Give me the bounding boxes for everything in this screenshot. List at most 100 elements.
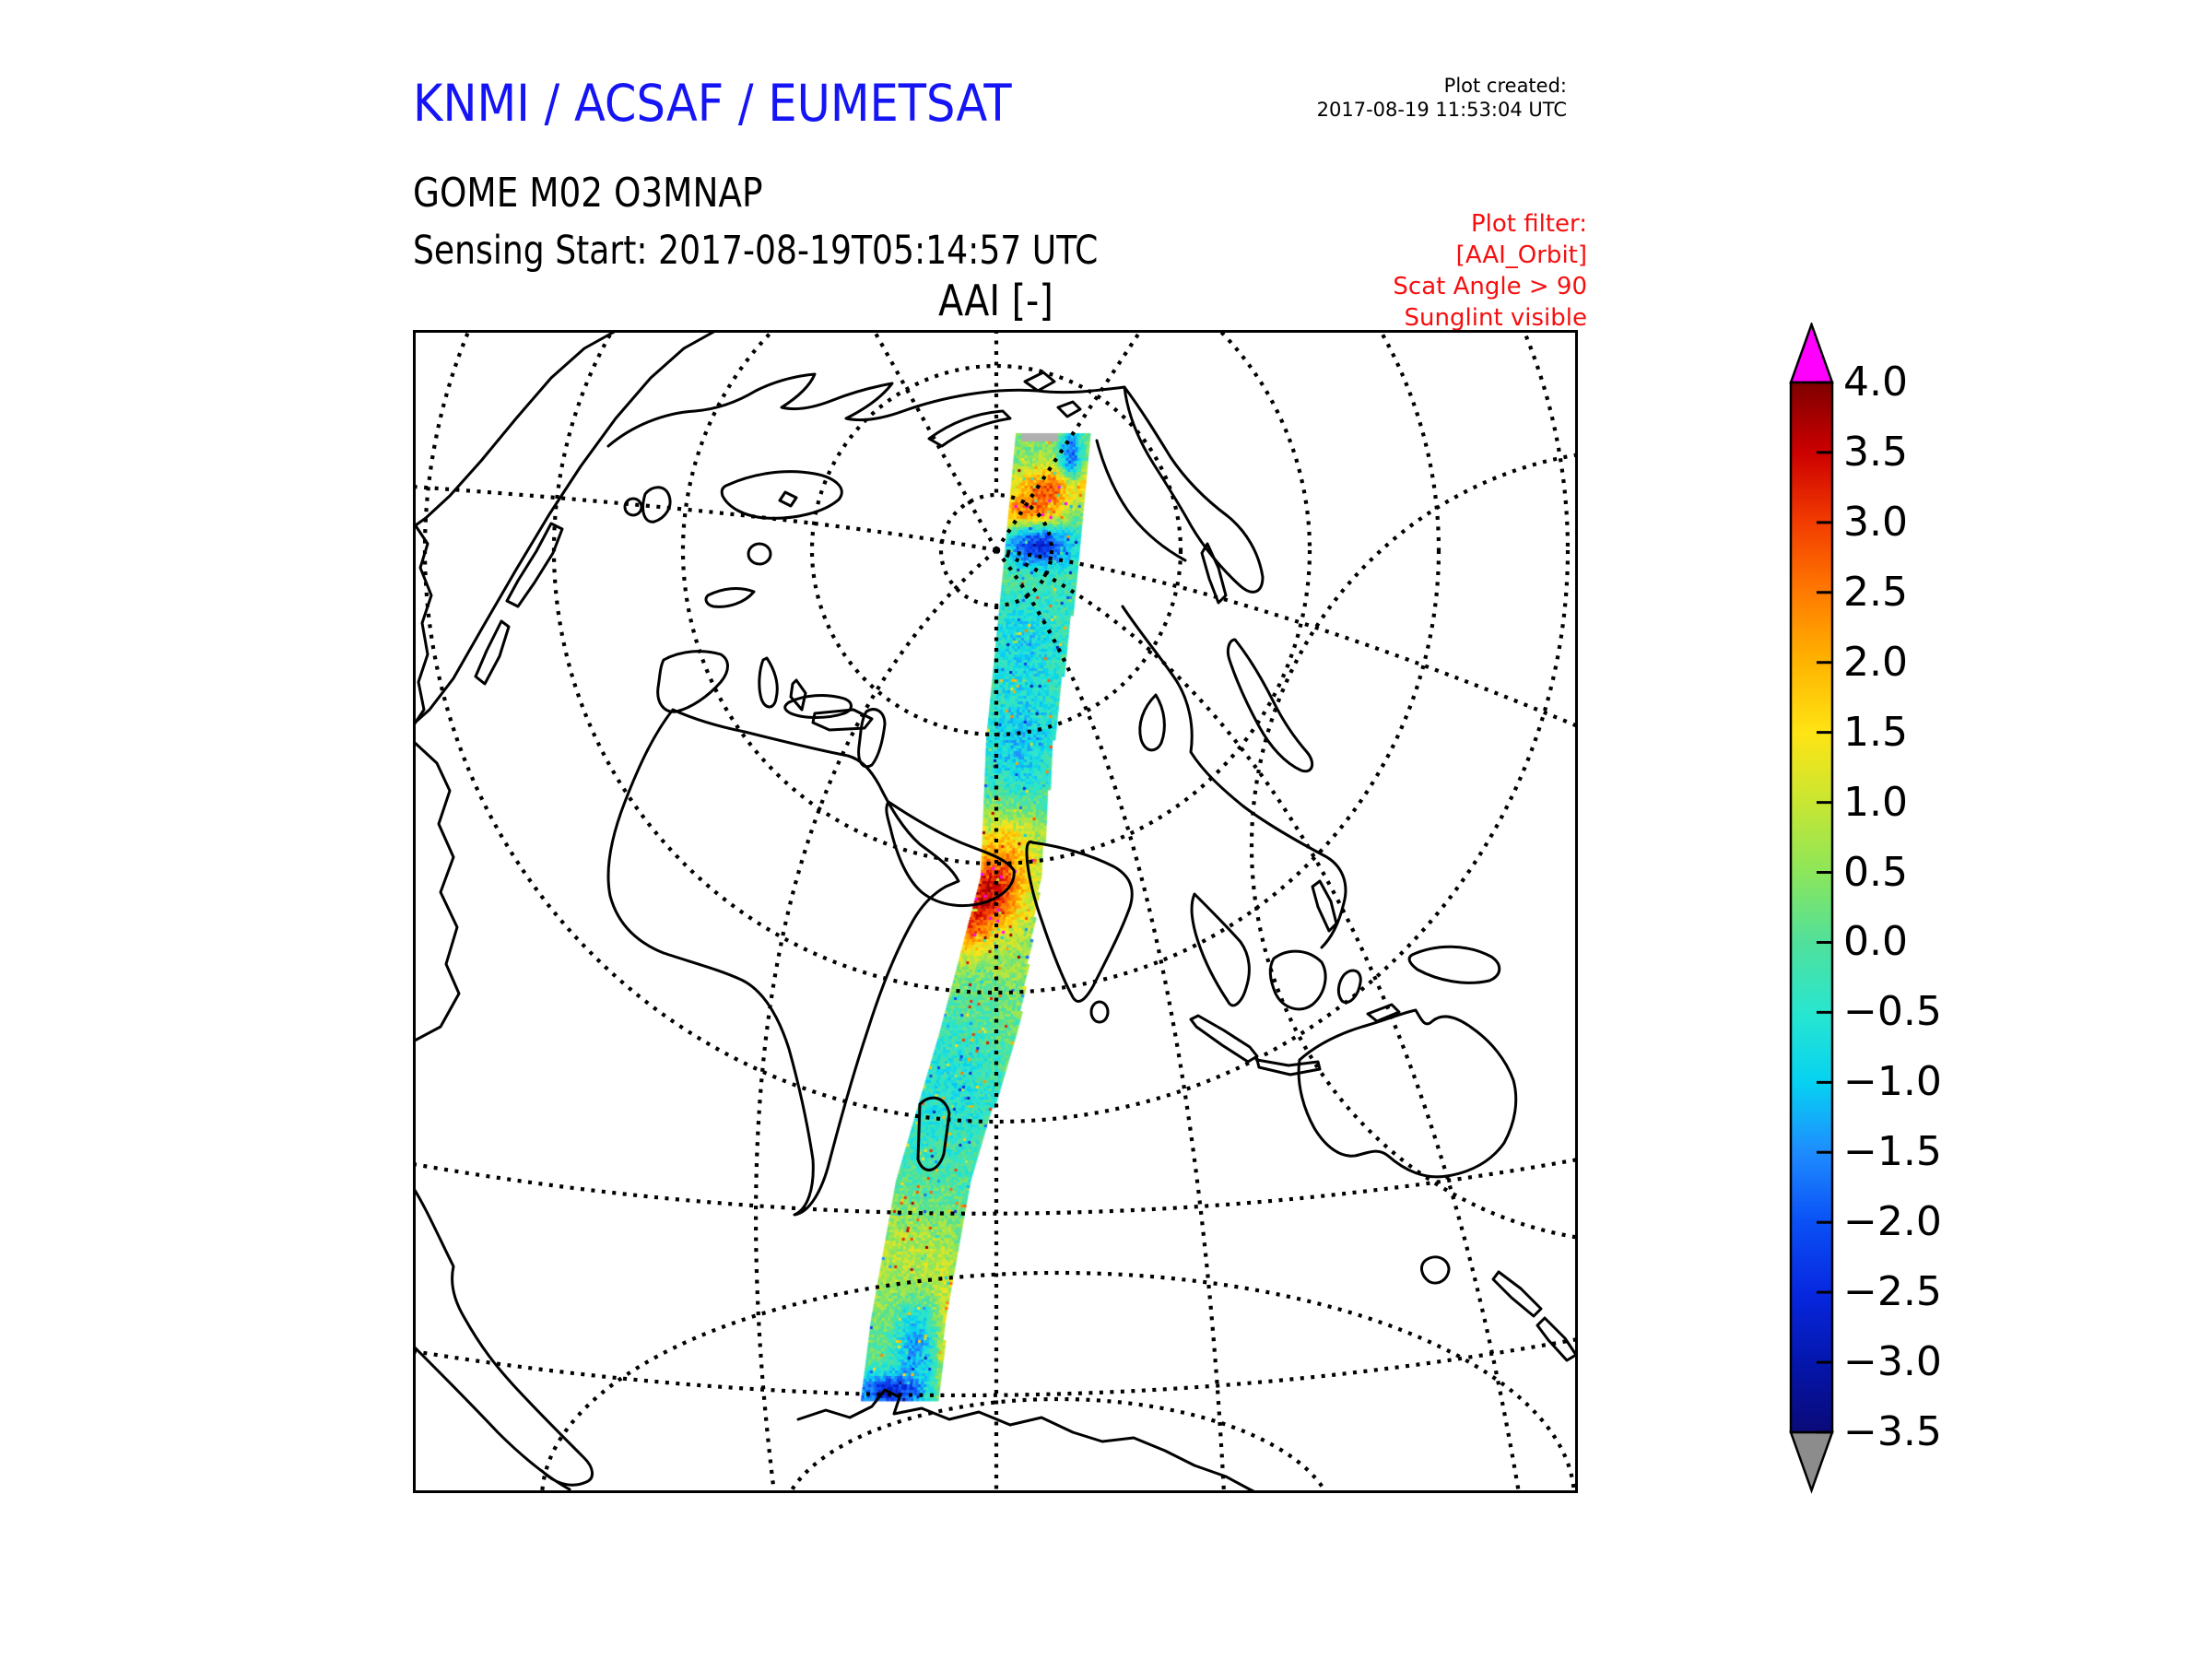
filter-line: [AAI_Orbit] xyxy=(1455,241,1587,269)
coastline-caspian-sea xyxy=(857,708,887,769)
coastline-ireland xyxy=(623,497,643,517)
coastline-arctic-isle-1 xyxy=(1023,371,1056,393)
coastline-denmark xyxy=(704,587,756,608)
graticule-meridian xyxy=(995,548,1522,1493)
filter-line: Plot filter: xyxy=(1470,210,1587,238)
colorbar-tick-label: 1.0 xyxy=(1843,778,1908,826)
graticule-meridian xyxy=(872,330,998,552)
coastline-greenland-coast-a xyxy=(413,330,619,529)
colorbar-tick-label: 0.5 xyxy=(1843,848,1908,896)
coastline-sri-lanka xyxy=(1089,1000,1110,1024)
graticule-parallel-south xyxy=(540,1270,1576,1493)
colorbar xyxy=(1789,323,1834,1494)
graticule-meridian xyxy=(413,484,997,553)
graticule-meridian xyxy=(995,547,1578,728)
coastline-siberia-coast xyxy=(1095,439,1187,562)
plot-filter-block: Plot filter: [AAI_Orbit] Scat Angle > 90… xyxy=(1126,208,1587,334)
colorbar-tick-label: −0.5 xyxy=(1843,988,1942,1036)
plot-created-timestamp: 2017-08-19 11:53:04 UTC xyxy=(1316,99,1567,121)
graticule-parallel xyxy=(681,330,1312,865)
coastline-korea xyxy=(1138,693,1166,752)
coastline-india xyxy=(1025,841,1134,1003)
orbit-swath-canvas xyxy=(413,330,1578,1493)
coastline-arctic-coast xyxy=(606,372,1126,448)
colorbar-tick-label: 2.5 xyxy=(1843,568,1908,616)
map-frame xyxy=(413,330,1578,1493)
coastline-arctic-isle-2 xyxy=(1056,400,1082,418)
sensing-start: Sensing Start: 2017-08-19T05:14:57 UTC xyxy=(413,228,1099,274)
colorbar-gradient-bar xyxy=(1789,381,1834,1434)
colorbar-tick-label: −2.0 xyxy=(1843,1198,1942,1246)
colorbar-tick-label: −3.5 xyxy=(1843,1408,1942,1455)
graticule xyxy=(413,330,1578,1493)
coastline-new-zealand-north xyxy=(1491,1270,1543,1318)
coastline-arctic-island-a xyxy=(505,522,564,608)
filter-line: Scat Angle > 90 xyxy=(1393,273,1587,300)
colorbar-tick-label: 4.0 xyxy=(1843,359,1908,406)
colorbar-tick-label: 3.5 xyxy=(1843,428,1908,476)
coastline-africa xyxy=(606,708,960,1217)
coastline-sakhalin xyxy=(1200,542,1228,605)
coastline-britain xyxy=(641,486,672,524)
coastline-japan xyxy=(1226,638,1314,773)
coastline-antarctica xyxy=(796,1388,1259,1493)
colorbar-tick-label: −2.5 xyxy=(1843,1268,1942,1316)
colorbar-under-arrow xyxy=(1789,1430,1834,1494)
coastline-lake-ladoga xyxy=(747,542,772,566)
coastline-sumatra xyxy=(1189,1014,1259,1064)
coastline-baltic-sea xyxy=(720,470,843,520)
coastline-arctic-island-b xyxy=(474,619,511,686)
colorbar-tick-label: 0.0 xyxy=(1843,918,1908,966)
coastline-new-zealand-south xyxy=(1535,1316,1578,1362)
coastline-timor xyxy=(1366,1003,1401,1023)
coastline-anatolia xyxy=(811,708,874,732)
coastline-italy xyxy=(758,656,779,709)
coastline-left-coast-upper xyxy=(413,520,433,728)
coastline-greece xyxy=(789,678,807,712)
coastline-south-america-east xyxy=(413,1185,594,1487)
coastline-java xyxy=(1255,1058,1322,1077)
colorbar-tick-label: −1.5 xyxy=(1843,1128,1942,1176)
graticule-meridian xyxy=(413,1336,1578,1398)
coastline-gotland xyxy=(778,490,798,508)
colorbar-tick-label: 1.5 xyxy=(1843,708,1908,756)
coastline-borneo xyxy=(1268,949,1327,1011)
coastlines xyxy=(413,330,1578,1493)
colorbar-over-arrow xyxy=(1789,323,1834,384)
coastline-novaya-zemlya xyxy=(927,409,1012,448)
coastline-new-guinea xyxy=(1407,945,1501,984)
colorbar-tick-label: 3.0 xyxy=(1843,498,1908,546)
coastline-tasmania xyxy=(1420,1255,1451,1285)
coastline-madagascar xyxy=(916,1096,951,1171)
graticule-parallel-south xyxy=(787,1396,1329,1493)
coastline-arabia xyxy=(885,800,1016,908)
graticule-meridian xyxy=(994,330,1143,552)
coastline-black-sea xyxy=(783,694,853,719)
coastline-sulawesi xyxy=(1336,969,1362,1004)
coastline-left-coast xyxy=(413,739,461,1043)
colorbar-tick-label: −1.0 xyxy=(1843,1058,1942,1106)
plot-title: AAI [-] xyxy=(937,276,1053,325)
graticule-parallel-south xyxy=(1250,453,1578,1240)
world-map xyxy=(413,330,1578,1493)
page-title: KNMI / ACSAF / EUMETSAT xyxy=(413,74,1078,133)
plot-created-block: Plot created: 2017-08-19 11:53:04 UTC xyxy=(1106,74,1567,122)
coastline-south-america-west xyxy=(413,1344,571,1491)
org-title-text: KNMI / ACSAF / EUMETSAT xyxy=(413,74,1012,133)
coastline-greenland-coast-b xyxy=(413,330,719,726)
graticule-meridian xyxy=(994,548,1227,1493)
coastline-australia xyxy=(1297,1008,1518,1179)
colorbar-tick-label: 2.0 xyxy=(1843,638,1908,686)
coastline-kamchatka xyxy=(1123,385,1265,594)
graticule-meridian xyxy=(413,1157,1578,1216)
graticule-parallel xyxy=(423,330,1570,1124)
product-id: GOME M02 O3MNAP xyxy=(413,170,763,217)
filter-line: Sunglint visible xyxy=(1404,304,1587,332)
colorbar-tick-label: −3.0 xyxy=(1843,1338,1942,1386)
coastline-east-asia-coast xyxy=(1121,605,1347,949)
coastline-philippines xyxy=(1311,879,1338,933)
plot-created-label: Plot created: xyxy=(1443,75,1567,97)
coastline-iberia xyxy=(656,650,729,713)
graticule-meridian xyxy=(754,548,998,1493)
